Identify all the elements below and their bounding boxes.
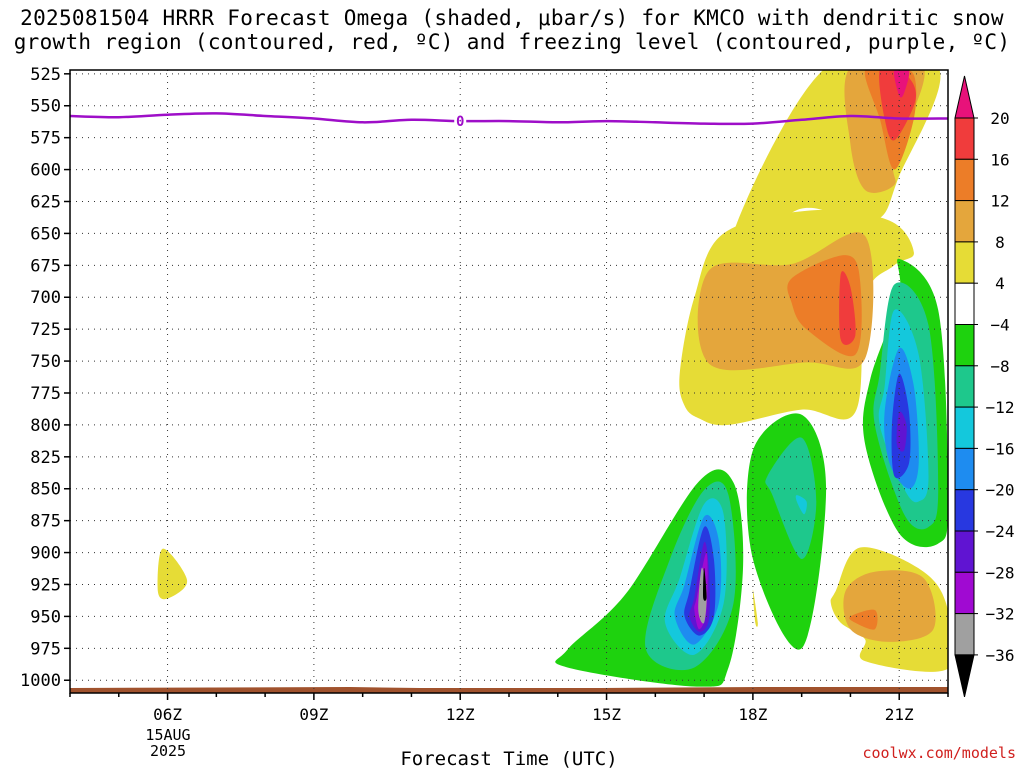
grid-lines bbox=[70, 70, 948, 693]
colorbar-tick-label: 8 bbox=[995, 233, 1005, 252]
x-tick-label: 15Z bbox=[592, 705, 621, 724]
chart-title-line1: 2025081504 HRRR Forecast Omega (shaded, … bbox=[20, 6, 1004, 30]
colorbar-tick-label: −8 bbox=[990, 357, 1009, 376]
colorbar-tick-label: 12 bbox=[990, 192, 1009, 211]
colorbar-tick-label: −16 bbox=[986, 439, 1015, 458]
colorbar-tick-label: −28 bbox=[986, 563, 1015, 582]
omega-region-13 bbox=[157, 548, 188, 600]
colorbar-tick-label: 4 bbox=[995, 274, 1005, 293]
colorbar-bin bbox=[954, 241, 975, 284]
y-tick-label: 550 bbox=[30, 97, 61, 117]
colorbar-bin bbox=[954, 200, 975, 243]
colorbar-tick-label: −4 bbox=[990, 316, 1009, 335]
y-axis: 525 550 575 600 625 650 675 700 725 750 775 800 825 8… bbox=[20, 65, 70, 691]
colorbar-bin bbox=[954, 117, 975, 160]
omega-region-11 bbox=[849, 609, 878, 630]
freezing-level-label-bg bbox=[454, 112, 467, 129]
colorbar-bin bbox=[954, 613, 975, 656]
omega-shaded-regions bbox=[157, 70, 948, 687]
x-tick-label: 09Z bbox=[299, 705, 328, 724]
ground-strip bbox=[70, 687, 948, 693]
colorbar-bottom-arrow bbox=[954, 654, 975, 698]
colorbar-bin bbox=[954, 282, 975, 326]
x-tick-label: 21Z bbox=[885, 705, 914, 724]
colorbar-legend: 20 16 12 8 4 −4 −8 −12 −16 −20 −24 −28 −32 −36 bbox=[954, 75, 1015, 698]
omega-region-10 bbox=[843, 570, 936, 642]
y-tick-label: 725 bbox=[30, 320, 61, 340]
omega-region-25 bbox=[795, 495, 807, 515]
chart-title: 2025081504 HRRR Forecast Omega (shaded, … bbox=[0, 6, 1024, 54]
x-tick-label: 18Z bbox=[738, 705, 767, 724]
freezing-level-label: 0 bbox=[456, 114, 464, 130]
x-axis-label: Forecast Time (UTC) bbox=[400, 748, 617, 768]
y-tick-label: 900 bbox=[30, 544, 61, 564]
freezing-level-contour: 0 bbox=[70, 112, 948, 130]
omega-region-12 bbox=[752, 589, 758, 627]
y-tick-label: 800 bbox=[30, 416, 61, 436]
colorbar-bin bbox=[954, 530, 975, 573]
colorbar-bin bbox=[954, 406, 975, 449]
y-tick-label: 925 bbox=[30, 575, 61, 595]
colorbar-bin bbox=[954, 158, 975, 202]
colorbar-tick-label: −24 bbox=[986, 522, 1015, 541]
credit-text: coolwx.com/models bbox=[862, 744, 1016, 762]
x-axis: 06Z 09Z 12Z 15Z 18Z 21Z bbox=[69, 693, 949, 724]
y-tick-label: 525 bbox=[30, 65, 61, 85]
colorbar-bin bbox=[954, 571, 975, 615]
y-tick-label: 625 bbox=[30, 192, 61, 212]
y-tick-label: 600 bbox=[30, 161, 61, 181]
colorbar-bin bbox=[954, 365, 975, 408]
x-tick-label: 12Z bbox=[446, 705, 475, 724]
y-tick-label: 950 bbox=[30, 607, 61, 627]
omega-region-4 bbox=[839, 271, 856, 345]
y-tick-label: 650 bbox=[30, 224, 61, 244]
omega-region-31 bbox=[896, 411, 907, 452]
colorbar-tick-label: 16 bbox=[990, 150, 1009, 169]
colorbar-top-arrow bbox=[954, 75, 975, 119]
colorbar-bin bbox=[954, 324, 975, 367]
ground-shading bbox=[70, 687, 948, 693]
y-tick-label: 850 bbox=[30, 480, 61, 500]
freezing-level-line bbox=[70, 112, 948, 126]
y-tick-label: 700 bbox=[30, 288, 61, 308]
y-tick-label: 575 bbox=[30, 129, 61, 149]
omega-region-22 bbox=[702, 567, 707, 601]
colorbar-tick-label: −12 bbox=[986, 398, 1015, 417]
colorbar-tick-label: −36 bbox=[986, 646, 1015, 665]
x-axis-date-line2: 2025 bbox=[150, 742, 186, 760]
colorbar-tick-label: −20 bbox=[986, 481, 1015, 500]
y-tick-label: 1000 bbox=[20, 671, 61, 691]
x-axis-date-line1: 15AUG bbox=[145, 726, 190, 744]
y-tick-label: 775 bbox=[30, 384, 61, 404]
y-tick-label: 875 bbox=[30, 512, 61, 532]
colorbar-tick-label: 20 bbox=[990, 109, 1009, 128]
colorbar-tick-label: −32 bbox=[986, 605, 1015, 624]
omega-region-7 bbox=[879, 70, 916, 141]
colorbar-bin bbox=[954, 489, 975, 532]
y-tick-label: 675 bbox=[30, 256, 61, 276]
y-tick-label: 975 bbox=[30, 639, 61, 659]
omega-region-8 bbox=[893, 70, 910, 98]
x-tick-label: 06Z bbox=[153, 705, 182, 724]
omega-region-24 bbox=[765, 437, 817, 560]
y-tick-label: 750 bbox=[30, 352, 61, 372]
y-tick-label: 825 bbox=[30, 448, 61, 468]
chart-title-line2: growth region (contoured, red, ºC) and f… bbox=[13, 30, 1011, 54]
colorbar-bin bbox=[954, 447, 975, 491]
